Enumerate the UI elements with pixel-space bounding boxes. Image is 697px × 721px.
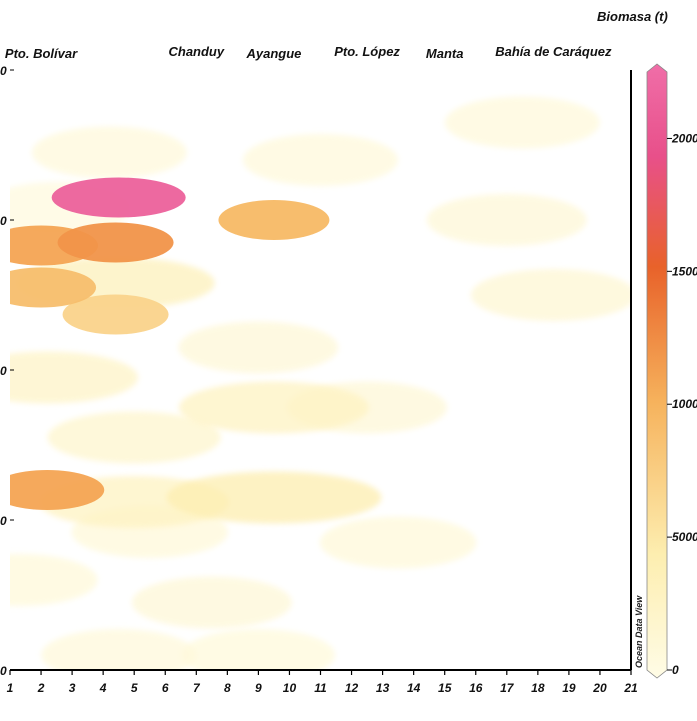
heat-patch bbox=[181, 629, 336, 670]
x-tick-label: 10 bbox=[283, 681, 297, 695]
colorbar-tick-label: 5000 bbox=[672, 530, 697, 544]
colorbar-title: Biomasa (t) bbox=[597, 9, 668, 24]
heat-patch bbox=[426, 194, 587, 246]
heat-patch bbox=[178, 321, 339, 374]
y-tick-label: 0 bbox=[0, 364, 7, 378]
location-label: Ayangue bbox=[245, 46, 301, 61]
colorbar-tick-label: 15000 bbox=[672, 264, 697, 278]
x-tick-label: 18 bbox=[531, 681, 545, 695]
heatmap-layer bbox=[10, 96, 631, 670]
x-tick-label: 15 bbox=[438, 681, 452, 695]
location-label: Pto. López bbox=[334, 44, 400, 59]
y-tick-label: 0 bbox=[0, 64, 7, 78]
x-tick-label: 4 bbox=[99, 681, 107, 695]
x-tick-label: 12 bbox=[345, 681, 359, 695]
heat-patch bbox=[62, 294, 169, 335]
heat-patch bbox=[10, 470, 105, 510]
x-tick-label: 5 bbox=[131, 681, 138, 695]
heat-patch bbox=[218, 200, 330, 240]
watermark-text: Ocean Data View bbox=[634, 595, 644, 668]
y-axis-ticks: 0 0 0 0 0 bbox=[0, 64, 14, 678]
x-tick-label: 19 bbox=[562, 681, 576, 695]
y-tick-label: 0 bbox=[0, 514, 7, 528]
heat-patch bbox=[57, 222, 174, 263]
heat-patch bbox=[47, 411, 221, 464]
location-label: Pto. Bolívar bbox=[5, 46, 78, 61]
heat-patch bbox=[41, 629, 197, 670]
x-tick-label: 9 bbox=[255, 681, 262, 695]
heat-patch bbox=[31, 126, 187, 179]
heat-patch bbox=[10, 351, 139, 404]
x-tick-label: 17 bbox=[500, 681, 515, 695]
heat-patch bbox=[10, 267, 97, 308]
location-label: Bahía de Caráquez bbox=[495, 44, 612, 59]
location-labels: Pto. Bolívar Chanduy Ayangue Pto. López Mant… bbox=[5, 44, 612, 61]
y-tick-label: 0 bbox=[0, 214, 7, 228]
colorbar-tick-label: 0 bbox=[672, 663, 679, 677]
heat-patch bbox=[444, 96, 600, 149]
x-tick-label: 21 bbox=[623, 681, 638, 695]
heat-patch bbox=[243, 134, 398, 186]
x-tick-label: 2 bbox=[37, 681, 45, 695]
y-tick-label: 0 bbox=[0, 664, 7, 678]
x-tick-label: 8 bbox=[224, 681, 231, 695]
heat-patch bbox=[319, 516, 477, 569]
colorbar-tick-label: 20000 bbox=[671, 131, 697, 145]
x-tick-label: 13 bbox=[376, 681, 390, 695]
x-axis-ticks: 1 2 3 4 5 6 7 8 9 10 11 12 13 14 15 16 17 18 19 20 21 bbox=[7, 670, 638, 695]
x-tick-label: 11 bbox=[314, 681, 327, 695]
x-tick-label: 14 bbox=[407, 681, 421, 695]
x-tick-label: 16 bbox=[469, 681, 483, 695]
x-tick-label: 1 bbox=[7, 681, 14, 695]
heat-patch bbox=[166, 471, 382, 524]
heat-patch bbox=[10, 554, 98, 606]
location-label: Chanduy bbox=[168, 44, 224, 59]
location-label: Manta bbox=[426, 46, 464, 61]
colorbar bbox=[646, 63, 668, 679]
x-tick-label: 6 bbox=[162, 681, 169, 695]
heat-patch bbox=[131, 576, 292, 629]
x-tick-label: 7 bbox=[193, 681, 201, 695]
heat-patch bbox=[178, 381, 369, 434]
heat-patch bbox=[51, 177, 186, 218]
x-tick-label: 20 bbox=[592, 681, 607, 695]
heat-patch bbox=[470, 269, 631, 321]
x-tick-label: 3 bbox=[69, 681, 76, 695]
